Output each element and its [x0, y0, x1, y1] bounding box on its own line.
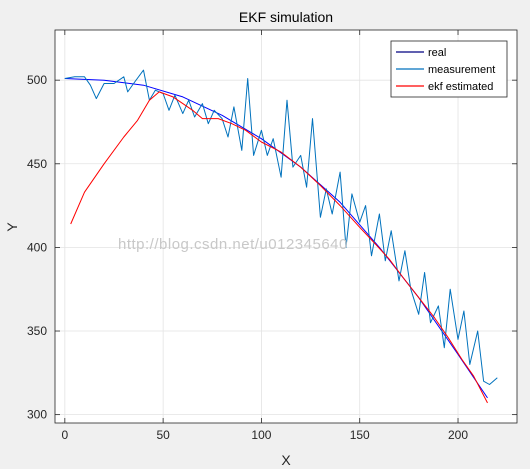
x-tick-label: 50 [156, 428, 170, 442]
chart-title: EKF simulation [239, 9, 333, 25]
x-tick-label: 200 [448, 428, 468, 442]
x-tick-label: 100 [251, 428, 271, 442]
y-axis-label: Y [4, 222, 20, 232]
y-tick-label: 350 [27, 324, 47, 338]
legend-label-real: real [428, 47, 446, 59]
x-tick-label: 0 [61, 428, 68, 442]
x-axis-label: X [281, 452, 291, 468]
legend-label-measurement: measurement [428, 64, 495, 76]
x-tick-label: 150 [350, 428, 370, 442]
legend-label-ekf-estimated: ekf estimated [428, 81, 493, 93]
watermark: http://blog.csdn.net/u012345640 [118, 236, 348, 253]
legend: real measurement ekf estimated [391, 41, 507, 97]
y-tick-label: 500 [27, 73, 47, 87]
y-tick-label: 450 [27, 157, 47, 171]
y-tick-label: 400 [27, 240, 47, 254]
y-tick-label: 300 [27, 408, 47, 422]
